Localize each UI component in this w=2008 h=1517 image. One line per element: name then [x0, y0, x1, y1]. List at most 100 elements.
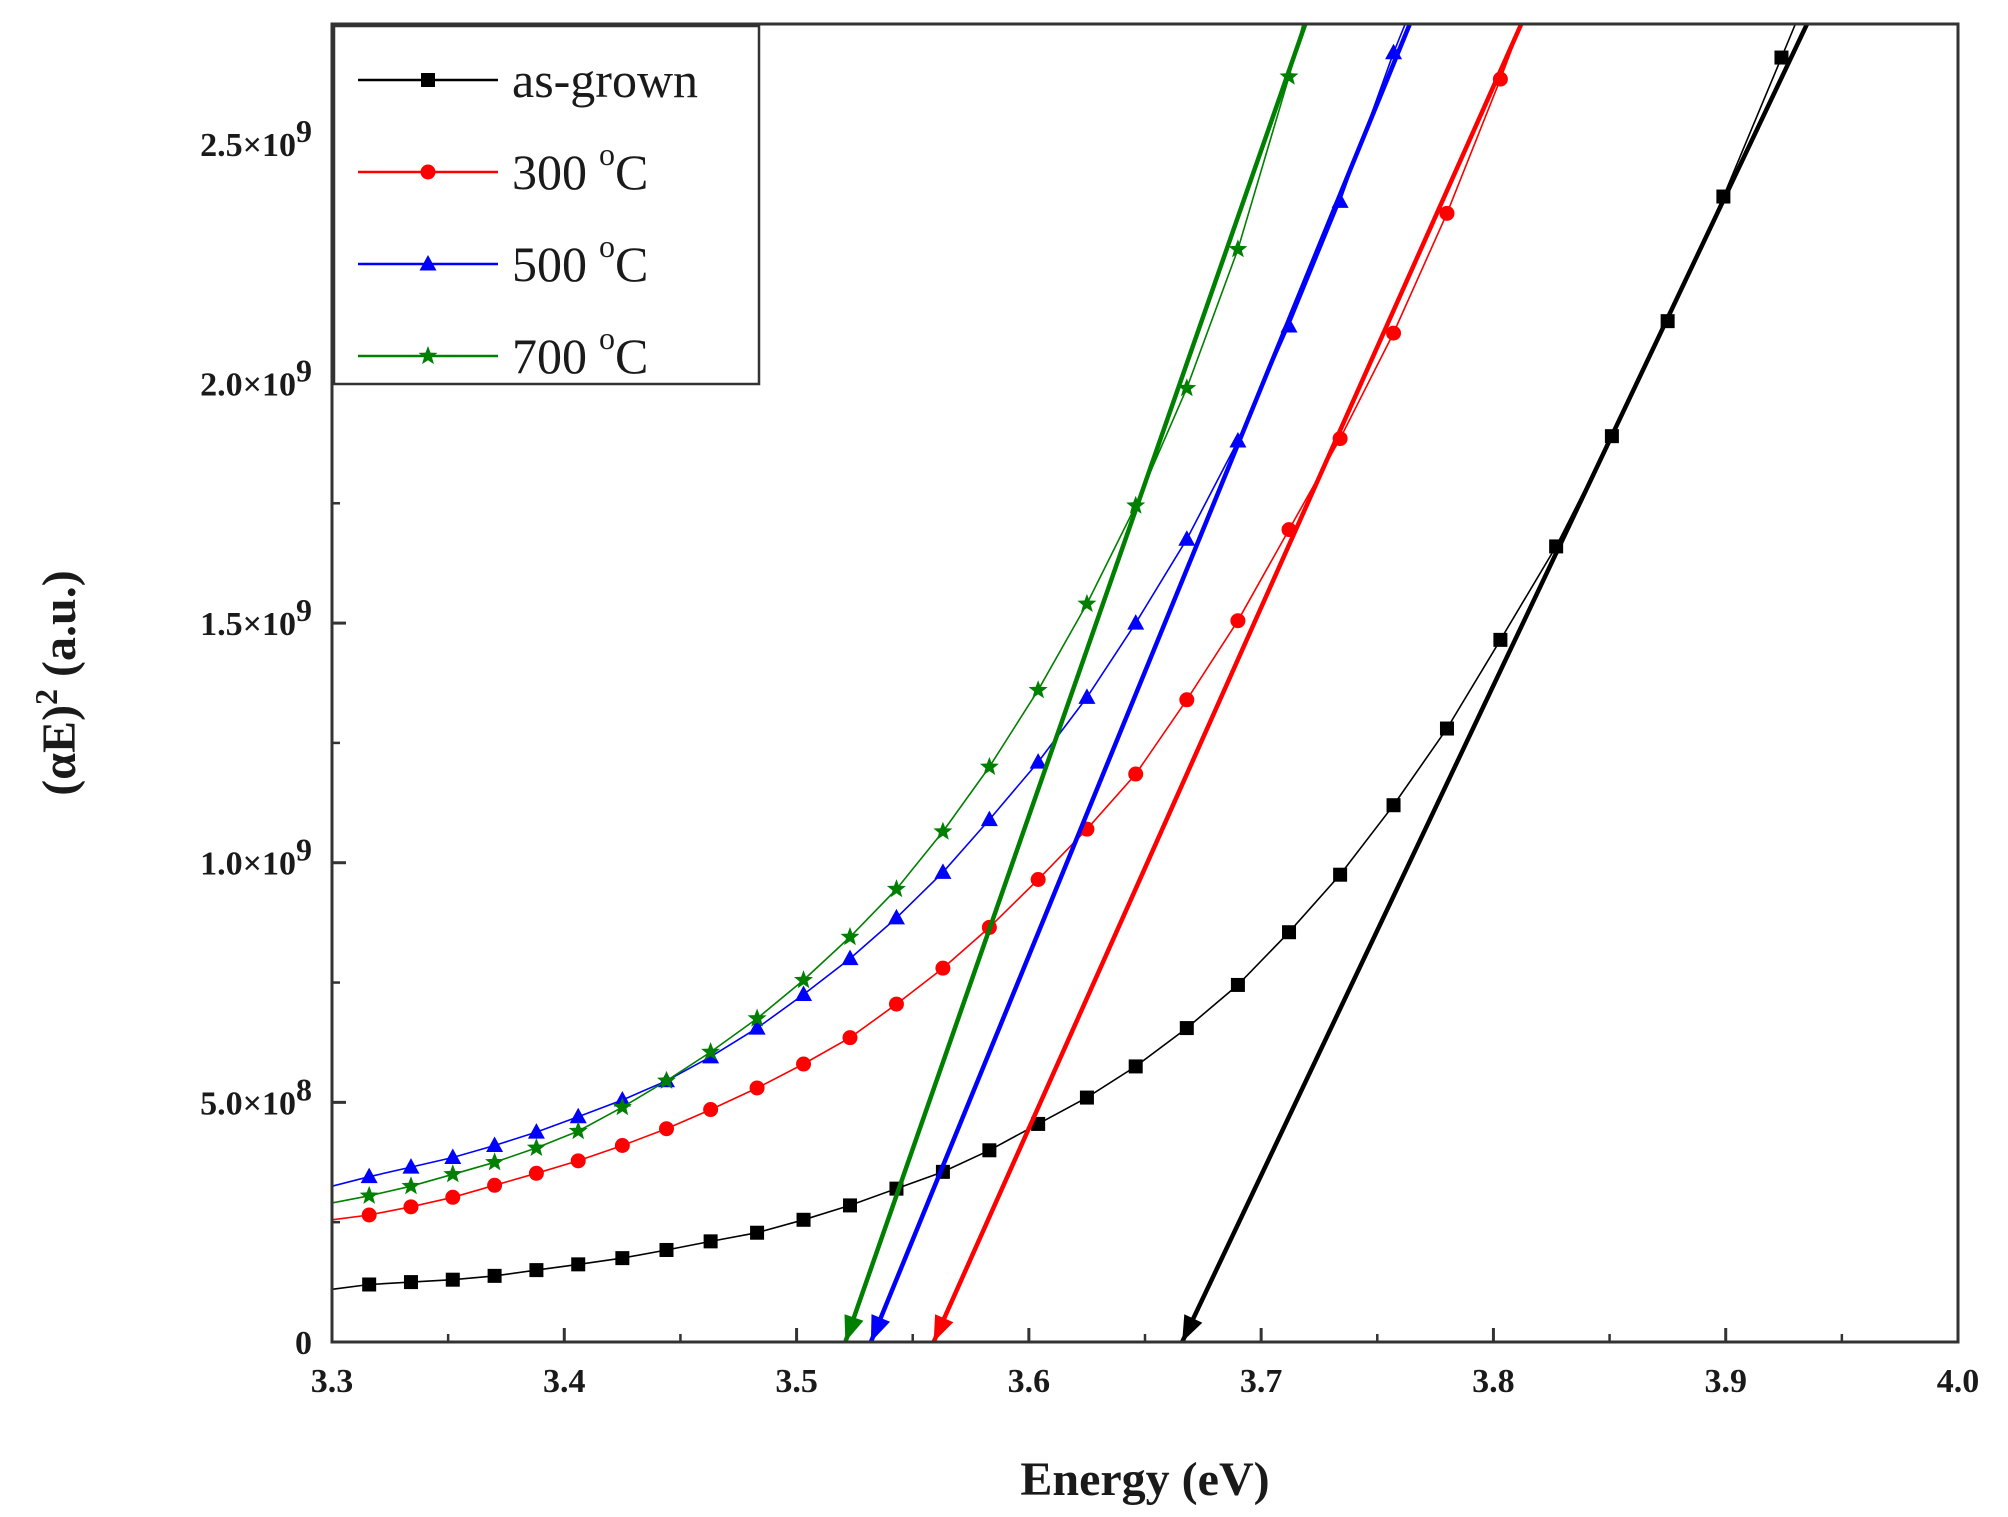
x-tick-label: 3.3: [311, 1363, 354, 1400]
point-1-9: [703, 1102, 719, 1118]
point-1-19: [1179, 692, 1195, 708]
point-2-2: [402, 1158, 420, 1174]
point-0-21: [1282, 925, 1297, 940]
point-1-23: [1386, 325, 1402, 341]
point-3-10: [747, 1008, 767, 1027]
legend-marker-1: [420, 164, 436, 180]
point-1-6: [570, 1153, 586, 1169]
y-tick-label: 2.5×109: [200, 113, 312, 164]
point-2-23: [1385, 43, 1403, 60]
point-3-2: [401, 1176, 421, 1195]
legend-label-2: 500 oC: [512, 228, 648, 292]
point-1-16: [1030, 872, 1046, 888]
y-tick-label-exponent: 9: [296, 592, 312, 628]
point-1-13: [888, 996, 904, 1012]
point-3-8: [657, 1070, 676, 1089]
y-tick-label: 5.0×108: [200, 1071, 312, 1122]
y-axis-title: (αE)2 (a.u.): [28, 570, 86, 795]
y-tick-label-exponent: 8: [296, 1071, 312, 1107]
point-0-2: [403, 1275, 418, 1290]
legend-item-2: 500 oC: [358, 228, 648, 292]
axes-layer: 3.3 3.4 3.5 3.6 3.7 3.8 3.9 4.005.0×1081.0×1091…: [28, 22, 1980, 1506]
point-0-19: [1179, 1021, 1194, 1036]
point-1-3: [445, 1189, 461, 1205]
point-0-9: [703, 1234, 718, 1249]
point-0-20: [1230, 977, 1245, 992]
point-2-20: [1229, 431, 1247, 448]
series-layer: [332, 24, 1810, 1342]
point-0-4: [487, 1268, 502, 1283]
series-1: [332, 24, 1524, 1342]
point-3-21: [1279, 66, 1299, 85]
point-0-18: [1128, 1059, 1143, 1074]
legend-marker-2: [419, 255, 437, 271]
point-1-1: [361, 1207, 377, 1223]
fit-arrow-3: [844, 1314, 864, 1342]
point-0-1: [362, 1277, 377, 1292]
point-2-16: [1029, 753, 1047, 769]
point-2-4: [486, 1136, 504, 1152]
legend-label-degree: o: [599, 228, 615, 264]
point-1-10: [749, 1080, 765, 1096]
y-tick-label: 1.5×109: [200, 592, 312, 643]
point-1-22: [1332, 431, 1348, 447]
point-2-10: [748, 1019, 766, 1035]
y-tick-label: 0: [295, 1325, 312, 1362]
x-tick-label: 3.8: [1472, 1363, 1515, 1400]
fit-line-0: [1180, 24, 1810, 1342]
point-3-15: [979, 756, 999, 775]
point-0-28: [1660, 314, 1675, 329]
point-0-25: [1493, 632, 1508, 647]
point-1-14: [935, 960, 951, 976]
legend-item-3: 700 oC: [358, 320, 648, 384]
legend-label-name: 700: [512, 328, 587, 384]
fit-arrow-1: [933, 1314, 954, 1342]
x-tick-label: 3.7: [1240, 1363, 1283, 1400]
fit-arrow-0: [1182, 1314, 1203, 1342]
point-1-5: [528, 1165, 544, 1181]
legend-label-3: 700 oC: [512, 320, 648, 384]
legend-label-name: as-grown: [512, 52, 698, 108]
point-0-29: [1716, 189, 1731, 204]
point-3-6: [568, 1121, 588, 1140]
point-0-5: [529, 1263, 544, 1278]
y-tick-label: 2.0×109: [200, 352, 312, 403]
point-2-3: [444, 1148, 462, 1164]
x-axis-title: Energy (eV): [1020, 1453, 1269, 1506]
fit-arrow-2: [870, 1314, 890, 1342]
point-0-17: [1079, 1090, 1094, 1105]
point-2-1: [360, 1167, 378, 1184]
point-2-12: [841, 949, 859, 966]
x-tick-label: 4.0: [1937, 1363, 1980, 1400]
point-0-8: [659, 1242, 674, 1257]
y-tick-label-base: 5.0×10: [200, 1085, 296, 1122]
series-0: [332, 24, 1810, 1342]
point-1-25: [1492, 71, 1508, 87]
point-0-6: [571, 1257, 586, 1272]
point-3-19: [1177, 378, 1197, 397]
point-3-13: [886, 879, 906, 898]
point-1-11: [796, 1056, 812, 1072]
x-tick-label: 3.4: [543, 1363, 586, 1400]
point-0-23: [1386, 798, 1401, 813]
point-2-14: [934, 863, 952, 879]
point-1-2: [403, 1199, 419, 1215]
point-0-27: [1604, 429, 1619, 444]
legend-label-degree: o: [599, 320, 615, 356]
point-1-21: [1281, 522, 1297, 538]
legend-marker-3: [418, 346, 438, 365]
point-3-4: [485, 1152, 505, 1171]
point-3-9: [701, 1042, 721, 1061]
y-tick-label-base: 1.5×10: [200, 606, 296, 643]
point-3-3: [443, 1164, 463, 1183]
series-2: [332, 24, 1412, 1342]
y-tick-label-base: 0: [295, 1325, 312, 1362]
point-0-10: [750, 1225, 765, 1240]
point-2-6: [569, 1107, 587, 1124]
point-0-22: [1333, 867, 1348, 882]
y-tick-label-exponent: 9: [296, 113, 312, 149]
point-2-15: [980, 810, 998, 827]
y-axis-title-base: (αE): [33, 705, 86, 796]
